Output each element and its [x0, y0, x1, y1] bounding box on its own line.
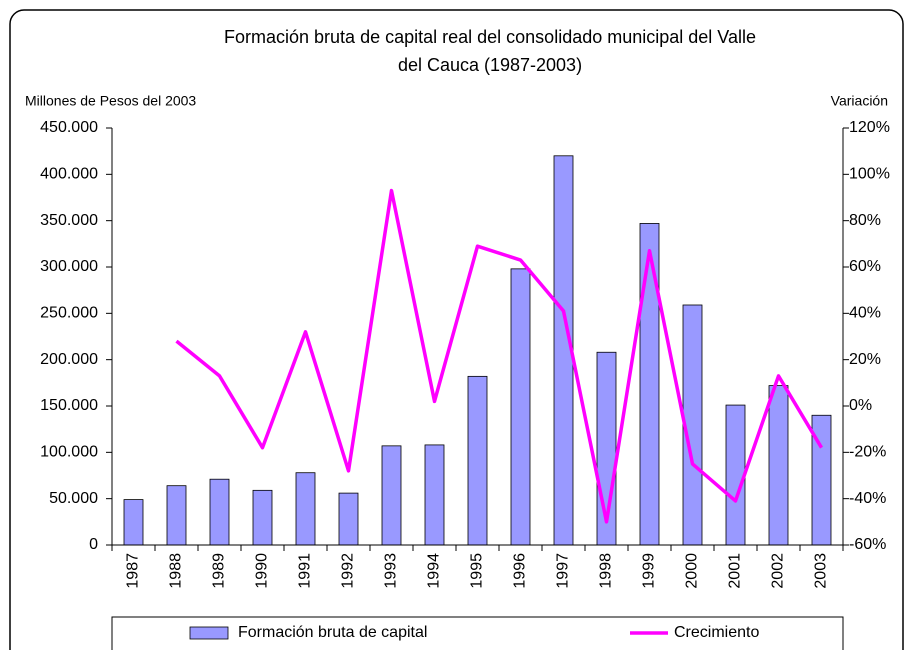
x-tick-label: 1994 — [426, 553, 443, 589]
chart-frame — [9, 9, 904, 650]
y2-tick-label: 80% — [849, 212, 881, 229]
x-tick-label: 1990 — [254, 553, 271, 589]
bar — [424, 444, 445, 546]
bar — [639, 223, 660, 546]
x-tick-label: 1998 — [598, 553, 615, 589]
y2-tick-label: 20% — [849, 351, 881, 368]
bar — [338, 492, 359, 546]
y2-tick-label: 0% — [849, 397, 872, 414]
bar — [467, 375, 488, 546]
bar — [768, 385, 789, 546]
y2-tick-label: 40% — [849, 305, 881, 322]
y-axis-title: Millones de Pesos del 2003 — [25, 93, 196, 109]
y-tick-label: 150.000 — [40, 397, 98, 414]
bar — [166, 485, 187, 546]
x-tick-label: 2000 — [684, 553, 701, 589]
line — [175, 188, 824, 524]
bar — [209, 478, 230, 546]
y-tick-label: 450.000 — [40, 119, 98, 136]
legend-swatch — [189, 626, 229, 640]
x-tick-label: 1991 — [297, 553, 314, 589]
x-tick-label: 1988 — [168, 553, 185, 589]
y-tick-label: 350.000 — [40, 212, 98, 229]
x-tick-label: 2001 — [727, 553, 744, 589]
x-tick-label: 2003 — [813, 553, 830, 589]
y2-tick-label: -20% — [849, 444, 886, 461]
legend-label: Formación bruta de capital — [238, 624, 427, 641]
x-tick-label: 1995 — [469, 553, 486, 589]
chart-title: Formación bruta de capital real del cons… — [224, 27, 756, 47]
x-tick-label: 1997 — [555, 553, 572, 589]
y2-axis-title: Variación — [831, 93, 888, 109]
x-tick-label: 2002 — [770, 553, 787, 589]
y2-tick-label: -60% — [849, 536, 886, 553]
x-tick-label: 1992 — [340, 553, 357, 589]
x-tick-label: 1989 — [211, 553, 228, 589]
y2-tick-label: 120% — [849, 119, 890, 136]
legend-label: Crecimiento — [674, 624, 759, 641]
x-tick-label: 1999 — [641, 553, 658, 589]
y-tick-label: 100.000 — [40, 444, 98, 461]
y-tick-label: 0 — [89, 536, 98, 553]
bar — [381, 445, 402, 546]
bar — [510, 268, 531, 546]
bar — [725, 404, 746, 546]
bar — [123, 499, 144, 546]
chart-title: del Cauca (1987-2003) — [398, 55, 582, 75]
bar — [295, 472, 316, 546]
bar — [252, 489, 273, 546]
x-tick-label: 1987 — [125, 553, 142, 589]
y-tick-label: 400.000 — [40, 166, 98, 183]
y-tick-label: 300.000 — [40, 258, 98, 275]
y-tick-label: 200.000 — [40, 351, 98, 368]
y-tick-label: 250.000 — [40, 305, 98, 322]
legend-box — [111, 616, 844, 650]
y2-tick-label: 60% — [849, 258, 881, 275]
y-tick-label: 50.000 — [49, 490, 98, 507]
x-tick-label: 1993 — [383, 553, 400, 589]
x-tick-label: 1996 — [512, 553, 529, 589]
y2-tick-label: -40% — [849, 490, 886, 507]
y2-tick-label: 100% — [849, 166, 890, 183]
